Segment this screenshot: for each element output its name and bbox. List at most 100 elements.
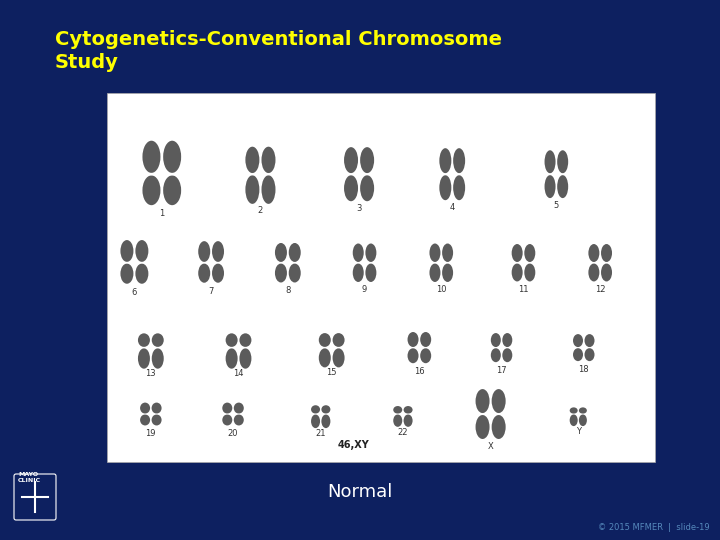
- Ellipse shape: [557, 175, 568, 198]
- Ellipse shape: [313, 414, 318, 415]
- Ellipse shape: [311, 405, 320, 414]
- Ellipse shape: [365, 264, 377, 282]
- Text: 20: 20: [228, 429, 238, 438]
- Text: 4: 4: [449, 203, 455, 212]
- Ellipse shape: [163, 176, 181, 205]
- Ellipse shape: [167, 173, 178, 176]
- Ellipse shape: [120, 264, 133, 284]
- Text: 21: 21: [315, 429, 326, 438]
- Ellipse shape: [360, 175, 374, 201]
- Ellipse shape: [491, 333, 501, 347]
- Ellipse shape: [152, 348, 163, 369]
- Ellipse shape: [544, 150, 556, 173]
- Ellipse shape: [120, 240, 133, 262]
- Ellipse shape: [429, 264, 441, 282]
- Ellipse shape: [393, 414, 402, 427]
- Ellipse shape: [311, 415, 320, 428]
- Ellipse shape: [423, 347, 429, 348]
- Ellipse shape: [570, 407, 577, 414]
- Text: 16: 16: [414, 367, 425, 376]
- Ellipse shape: [579, 407, 587, 414]
- Ellipse shape: [495, 413, 503, 415]
- Ellipse shape: [333, 348, 345, 367]
- Ellipse shape: [393, 406, 402, 414]
- Ellipse shape: [405, 414, 411, 415]
- Ellipse shape: [138, 333, 150, 347]
- Ellipse shape: [246, 147, 259, 173]
- Ellipse shape: [526, 262, 533, 264]
- Text: 7: 7: [208, 287, 214, 296]
- Ellipse shape: [242, 347, 249, 348]
- Ellipse shape: [420, 332, 431, 347]
- Ellipse shape: [153, 414, 160, 415]
- Ellipse shape: [432, 262, 438, 264]
- Ellipse shape: [138, 262, 145, 264]
- Ellipse shape: [222, 403, 233, 414]
- Text: 12: 12: [595, 285, 606, 294]
- Ellipse shape: [492, 415, 505, 439]
- Text: © 2015 MFMER  |  slide-19: © 2015 MFMER | slide-19: [598, 523, 710, 532]
- Ellipse shape: [275, 243, 287, 262]
- Ellipse shape: [573, 334, 583, 347]
- Ellipse shape: [557, 150, 568, 173]
- Text: MAYO
CLINIC: MAYO CLINIC: [18, 472, 41, 483]
- Ellipse shape: [478, 413, 487, 415]
- Ellipse shape: [234, 403, 244, 414]
- Ellipse shape: [138, 348, 150, 369]
- Ellipse shape: [410, 347, 416, 348]
- Ellipse shape: [235, 414, 242, 415]
- Ellipse shape: [321, 415, 330, 428]
- Ellipse shape: [442, 244, 453, 262]
- Ellipse shape: [146, 173, 157, 176]
- Ellipse shape: [142, 414, 148, 415]
- Text: 17: 17: [496, 366, 507, 375]
- Text: 3: 3: [356, 204, 361, 213]
- Ellipse shape: [201, 262, 208, 264]
- Ellipse shape: [353, 264, 364, 282]
- Ellipse shape: [246, 176, 259, 204]
- Ellipse shape: [291, 262, 298, 264]
- Ellipse shape: [152, 415, 161, 426]
- Ellipse shape: [240, 333, 251, 347]
- Ellipse shape: [444, 262, 451, 264]
- Ellipse shape: [123, 262, 131, 264]
- Text: Normal: Normal: [328, 483, 392, 501]
- Ellipse shape: [491, 348, 501, 362]
- Ellipse shape: [344, 147, 358, 173]
- Ellipse shape: [264, 173, 273, 176]
- Ellipse shape: [439, 148, 451, 173]
- Text: Y: Y: [576, 427, 581, 436]
- Ellipse shape: [588, 264, 599, 281]
- Ellipse shape: [365, 244, 377, 262]
- Ellipse shape: [524, 264, 535, 281]
- Ellipse shape: [524, 244, 535, 262]
- Ellipse shape: [248, 173, 256, 176]
- Ellipse shape: [492, 347, 499, 348]
- Ellipse shape: [225, 414, 230, 415]
- Ellipse shape: [603, 262, 610, 264]
- Ellipse shape: [368, 262, 374, 264]
- Ellipse shape: [198, 264, 210, 283]
- Bar: [107, 93, 655, 462]
- Ellipse shape: [234, 415, 244, 426]
- Ellipse shape: [512, 264, 523, 281]
- Ellipse shape: [492, 389, 505, 413]
- Ellipse shape: [514, 262, 521, 264]
- Ellipse shape: [140, 347, 148, 348]
- Ellipse shape: [363, 173, 372, 176]
- Text: 13: 13: [145, 369, 156, 377]
- Ellipse shape: [395, 414, 400, 415]
- Ellipse shape: [152, 333, 163, 347]
- Ellipse shape: [319, 333, 330, 347]
- Ellipse shape: [585, 334, 595, 347]
- Ellipse shape: [321, 405, 330, 414]
- Ellipse shape: [228, 347, 235, 348]
- Ellipse shape: [140, 415, 150, 426]
- Ellipse shape: [347, 173, 355, 176]
- Ellipse shape: [575, 347, 581, 348]
- Text: 15: 15: [326, 368, 337, 377]
- Text: 2: 2: [258, 206, 263, 215]
- Text: 19: 19: [145, 429, 156, 438]
- Ellipse shape: [404, 414, 413, 427]
- Ellipse shape: [453, 148, 465, 173]
